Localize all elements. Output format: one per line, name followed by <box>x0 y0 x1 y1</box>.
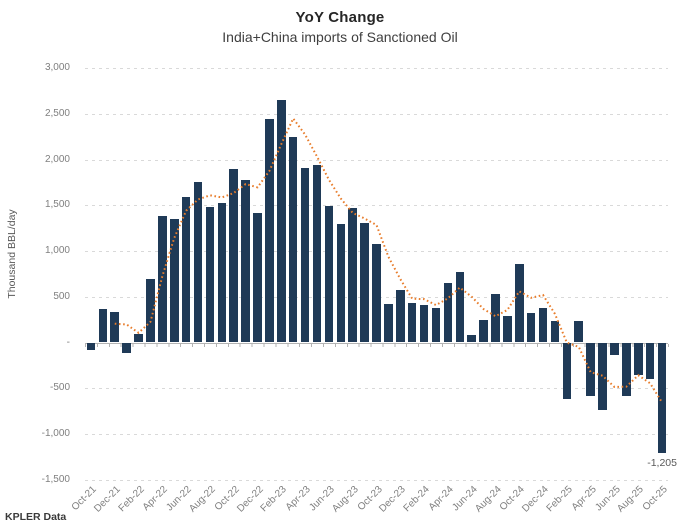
x-tick-label: Apr-23 <box>283 483 313 513</box>
bar-Oct-21 <box>86 343 96 351</box>
y-tick-label: 1,000 <box>44 245 70 256</box>
bar-Apr-24 <box>443 282 453 343</box>
bar-Jul-23 <box>336 223 346 343</box>
bar-Feb-22 <box>134 334 143 343</box>
bar-Sep-23 <box>360 223 369 343</box>
bar-Oct-25 <box>657 343 667 453</box>
bar-Oct-22 <box>229 168 238 343</box>
x-tick-label: Oct-25 <box>640 483 670 513</box>
trend-line-layer <box>114 116 663 403</box>
bar-Oct-23 <box>372 243 381 343</box>
gridline <box>85 159 668 161</box>
gridline <box>85 205 668 207</box>
gridline <box>85 434 668 435</box>
bar-Dec-22 <box>253 213 262 343</box>
x-tick-label: Dec-21 <box>91 483 123 515</box>
y-tick-label: 500 <box>53 290 70 302</box>
bar-Sep-22 <box>217 203 227 343</box>
bar-Aug-25 <box>633 343 643 376</box>
zero-axis-line <box>85 342 668 344</box>
bar-Aug-22 <box>205 207 215 343</box>
y-tick-label: -500 <box>49 382 70 394</box>
bar-Jul-24 <box>479 319 488 343</box>
moving-average-trend-line <box>114 116 663 403</box>
bar-Oct-24 <box>514 263 524 343</box>
y-tick-label: 1,500 <box>44 199 70 211</box>
bar-Nov-21 <box>98 309 108 343</box>
bar-Nov-22 <box>241 180 250 343</box>
bar-Dec-23 <box>396 289 405 343</box>
bar-Jun-23 <box>324 206 334 343</box>
bar-Jan-22 <box>122 343 131 353</box>
bar-Aug-24 <box>491 293 500 343</box>
y-tick-label: - <box>66 336 70 348</box>
x-tick-label: Feb-22 <box>116 483 147 514</box>
bar-Jun-25 <box>610 343 619 355</box>
bar-Apr-22 <box>158 215 167 343</box>
bar-Jun-24 <box>467 335 476 343</box>
bar-Mar-22 <box>146 278 155 343</box>
bar-Sep-24 <box>503 316 512 343</box>
bar-value-annotation: -1,205 <box>647 456 677 469</box>
y-tick-label: 2,000 <box>44 153 70 165</box>
y-tick-label: 2,500 <box>44 107 70 119</box>
bar-May-24 <box>455 272 465 343</box>
bar-Feb-23 <box>277 99 286 343</box>
bar-Feb-25 <box>562 343 572 400</box>
bar-Mar-25 <box>574 320 584 343</box>
gridline <box>85 113 668 115</box>
bar-Jun-22 <box>181 197 191 343</box>
bar-Jan-23 <box>265 119 274 343</box>
bar-Apr-25 <box>586 343 595 397</box>
bar-May-25 <box>598 343 607 410</box>
bar-Nov-23 <box>384 303 393 343</box>
gridline <box>85 388 668 390</box>
bar-Jan-25 <box>550 320 560 343</box>
x-tick-label: Apr-25 <box>569 483 599 513</box>
bar-May-23 <box>312 165 322 343</box>
gridline <box>85 479 668 481</box>
x-tick-label: Dec-22 <box>234 483 266 515</box>
y-tick-label: -1,000 <box>41 428 70 439</box>
bar-Jul-25 <box>622 343 631 396</box>
source-label: KPLER Data <box>5 511 67 523</box>
x-tick-label: Feb-25 <box>544 483 575 514</box>
bar-May-22 <box>169 219 179 343</box>
y-tick-label: -1,500 <box>41 473 70 485</box>
bar-Mar-24 <box>431 307 441 343</box>
bar-Dec-24 <box>538 308 548 343</box>
x-tick-label: Feb-24 <box>401 483 432 514</box>
axis-minor-ticks <box>85 343 669 347</box>
y-tick-label: 3,000 <box>44 62 70 73</box>
bar-Aug-23 <box>348 208 357 343</box>
bar-Nov-24 <box>526 313 536 343</box>
x-tick-label: Dec-24 <box>520 483 551 515</box>
bar-Dec-21 <box>110 311 120 343</box>
chart-title: YoY Change <box>295 9 385 26</box>
bar-Jul-22 <box>193 181 203 343</box>
x-tick-label: Apr-24 <box>426 483 456 513</box>
x-tick-label: Feb-23 <box>258 483 290 514</box>
gridline <box>85 68 668 69</box>
chart-subtitle: India+China imports of Sanctioned Oil <box>222 29 458 45</box>
bar-Mar-23 <box>288 136 298 343</box>
bar-Sep-25 <box>645 343 655 380</box>
bar-Feb-24 <box>419 304 429 343</box>
bar-Apr-23 <box>300 167 310 343</box>
x-tick-label: Apr-22 <box>141 483 171 513</box>
bar-Jan-24 <box>407 302 417 343</box>
